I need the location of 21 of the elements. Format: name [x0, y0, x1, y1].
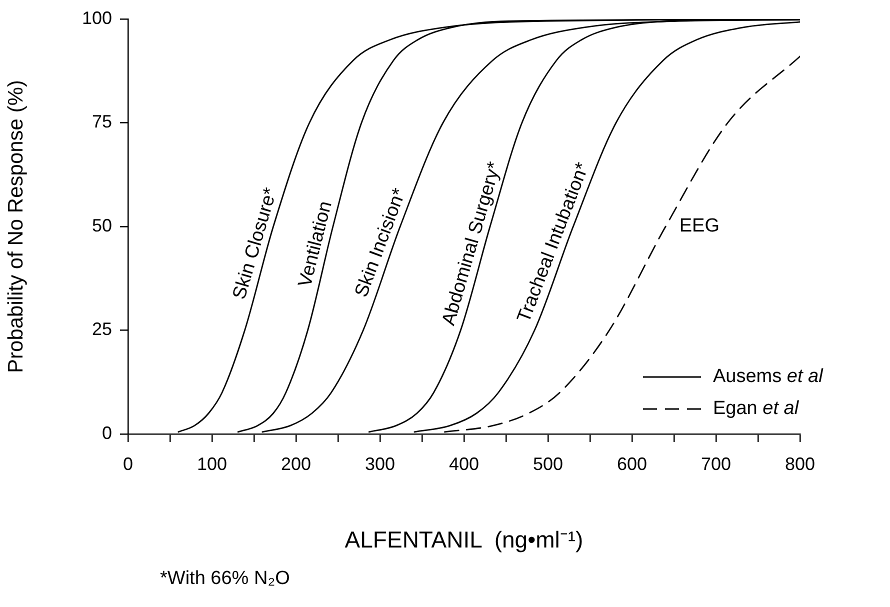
x-tick-label: 200 [280, 454, 312, 474]
text: Skin Closure* [229, 184, 282, 302]
y-tick-label: 75 [92, 112, 112, 132]
text: *With 66% N₂O [160, 568, 290, 590]
annotation: Ausems et al [713, 366, 823, 388]
y-tick-label: 50 [92, 215, 112, 236]
y-tick-label: 100 [82, 8, 112, 28]
x-tick-label: 800 [784, 454, 816, 474]
x-tick-label: 0 [122, 454, 134, 474]
x-tick-label: 700 [700, 454, 732, 474]
x-tick-label: 300 [364, 454, 396, 474]
series-label: EEG [679, 216, 720, 237]
x-tick-label: 100 [196, 454, 228, 474]
annotation: Egan et al [713, 398, 799, 420]
x-tick-label: 500 [532, 454, 564, 474]
y-axis-title: Probability of No Response (%) [4, 80, 28, 373]
x-axis-title: ALFENTANIL (ng•ml⁻¹) [344, 526, 584, 553]
x-tick-label: 600 [616, 454, 648, 474]
y-tick-label: 0 [102, 422, 112, 443]
y-tick-label: 25 [92, 319, 112, 340]
x-tick-label: 400 [448, 454, 480, 474]
